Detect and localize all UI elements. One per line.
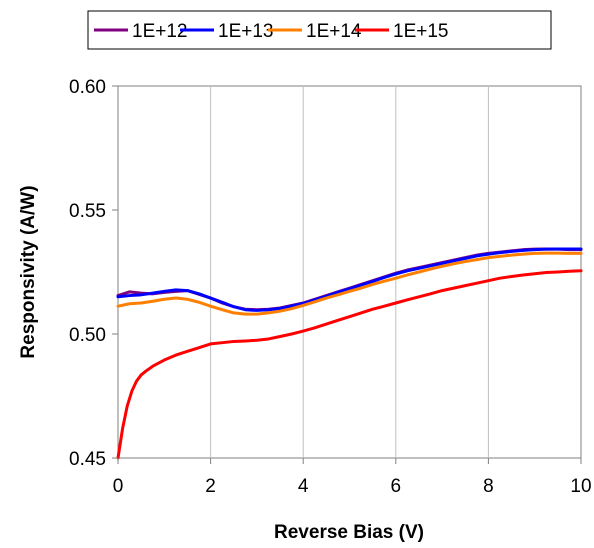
legend-label-0: 1E+12 [132, 21, 187, 42]
series-group [116, 247, 583, 460]
y-tick-label-1: 0.50 [69, 325, 106, 346]
legend-label-3: 1E+15 [393, 21, 448, 42]
legend-label-1: 1E+13 [218, 21, 273, 42]
series-line-1E+13 [116, 247, 583, 312]
x-tick-label-2: 4 [298, 476, 309, 497]
legend-label-2: 1E+14 [306, 21, 362, 42]
plot-area-frame [117, 85, 582, 459]
series-line-1E+14 [116, 251, 583, 316]
legend: 1E+12 1E+13 1E+14 1E+15 [87, 10, 552, 50]
y-axis-title: Responsivity (A/W) [18, 185, 39, 358]
x-tick-label-4: 8 [483, 476, 494, 497]
series-line-1E+15 [116, 269, 583, 460]
legend-frame [87, 10, 552, 50]
tick-labels: 0 2 4 6 8 10 0.45 0.50 0.55 0.60 [69, 77, 592, 497]
y-tick-label-0: 0.45 [69, 449, 106, 470]
axis-ticks [112, 85, 582, 464]
y-tick-label-3: 0.60 [69, 77, 106, 98]
x-tick-label-0: 0 [113, 476, 124, 497]
x-axis-title: Reverse Bias (V) [274, 522, 424, 543]
y-tick-label-2: 0.55 [69, 201, 106, 222]
x-tick-label-5: 10 [570, 476, 591, 497]
x-tick-label-3: 6 [391, 476, 402, 497]
x-tick-label-1: 2 [205, 476, 216, 497]
